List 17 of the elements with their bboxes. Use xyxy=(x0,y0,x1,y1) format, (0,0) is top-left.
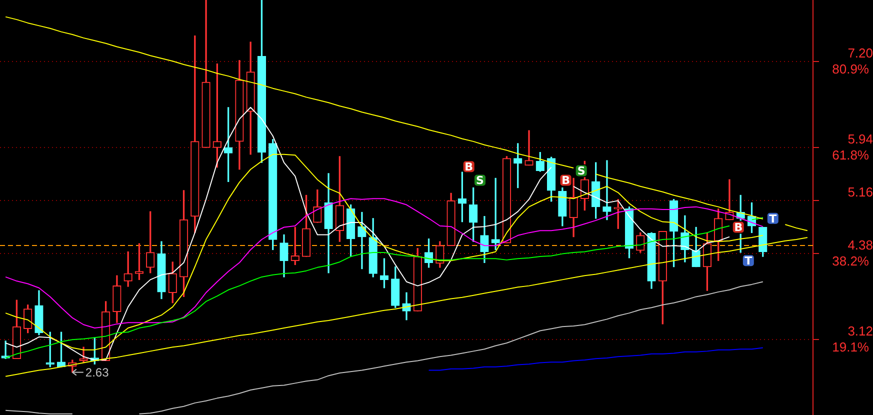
annotation: S xyxy=(577,164,586,178)
annotation: B xyxy=(464,160,474,174)
annotation: B xyxy=(562,174,570,188)
annotation: 2.63 xyxy=(85,366,110,380)
y-tick-label: 4.38 xyxy=(848,238,873,253)
y-tick-label: 7.20 xyxy=(848,46,873,61)
annotation: T xyxy=(769,212,778,226)
annotation: S xyxy=(476,174,484,188)
annotation: T xyxy=(744,254,753,268)
y2-tick-label: 80.9% xyxy=(832,62,870,77)
y2-tick-label: 61.8% xyxy=(832,148,870,163)
y-tick-label: 3.12 xyxy=(848,324,873,339)
annotation: B xyxy=(734,221,743,234)
y-tick-label: 5.16 xyxy=(848,184,873,200)
y2-tick-label: 38.2% xyxy=(832,254,870,269)
y2-tick-label: 19.1% xyxy=(832,340,870,355)
y-tick-label: 5.94 xyxy=(848,131,873,146)
